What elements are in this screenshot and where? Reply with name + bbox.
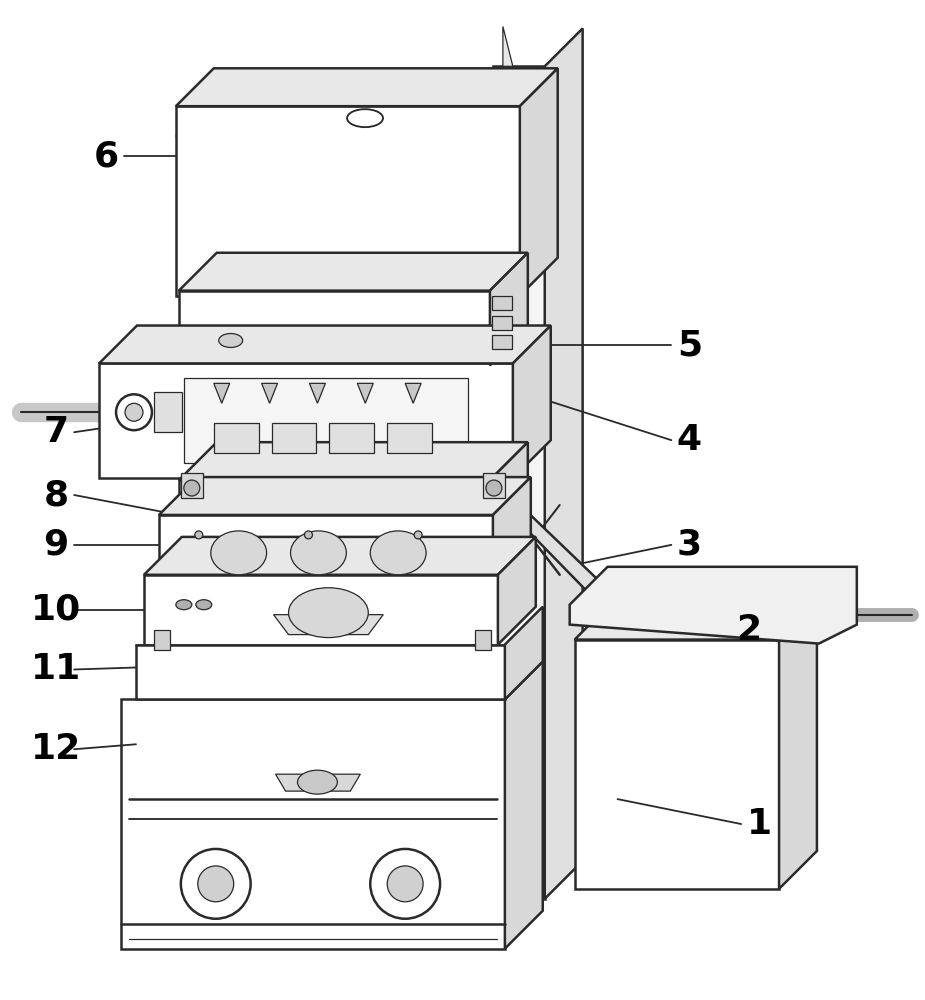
Text: 11: 11	[31, 652, 81, 686]
Polygon shape	[498, 537, 536, 645]
Polygon shape	[490, 442, 528, 515]
Circle shape	[184, 480, 200, 496]
Text: 9: 9	[43, 528, 68, 562]
Polygon shape	[276, 774, 361, 791]
Polygon shape	[179, 291, 490, 365]
Polygon shape	[179, 442, 528, 480]
Polygon shape	[176, 106, 520, 296]
Text: 1: 1	[746, 807, 771, 841]
Polygon shape	[574, 602, 817, 640]
Text: 2: 2	[736, 613, 761, 647]
Polygon shape	[388, 423, 432, 453]
Polygon shape	[405, 383, 421, 403]
Polygon shape	[99, 326, 550, 363]
Polygon shape	[512, 326, 550, 478]
Polygon shape	[262, 383, 278, 403]
Ellipse shape	[370, 531, 426, 575]
Ellipse shape	[176, 600, 191, 610]
Polygon shape	[503, 26, 512, 66]
Text: 6: 6	[93, 139, 118, 173]
Polygon shape	[505, 607, 543, 699]
Polygon shape	[492, 335, 512, 349]
Polygon shape	[154, 392, 182, 432]
Polygon shape	[570, 567, 857, 644]
Polygon shape	[159, 515, 493, 575]
Ellipse shape	[196, 600, 212, 610]
Circle shape	[195, 531, 203, 539]
Polygon shape	[357, 383, 374, 403]
Text: 5: 5	[677, 328, 702, 362]
Ellipse shape	[218, 334, 242, 347]
Polygon shape	[505, 662, 543, 949]
Polygon shape	[272, 423, 316, 453]
Polygon shape	[498, 500, 639, 625]
Polygon shape	[214, 383, 229, 403]
Polygon shape	[545, 28, 583, 899]
Text: 7: 7	[43, 415, 68, 449]
Polygon shape	[121, 699, 505, 949]
Circle shape	[370, 849, 440, 919]
Circle shape	[116, 394, 152, 430]
Polygon shape	[274, 615, 383, 635]
Circle shape	[486, 480, 502, 496]
Polygon shape	[475, 630, 491, 650]
Polygon shape	[492, 316, 512, 330]
Polygon shape	[179, 253, 528, 291]
Text: 3: 3	[677, 528, 702, 562]
Polygon shape	[144, 537, 536, 575]
Ellipse shape	[290, 531, 346, 575]
Polygon shape	[490, 253, 528, 365]
Ellipse shape	[211, 531, 266, 575]
Polygon shape	[184, 378, 468, 463]
Ellipse shape	[289, 588, 368, 638]
Polygon shape	[483, 473, 505, 498]
Circle shape	[388, 866, 423, 902]
Polygon shape	[574, 640, 779, 889]
Polygon shape	[329, 423, 375, 453]
Polygon shape	[179, 480, 490, 515]
Polygon shape	[154, 630, 170, 650]
Circle shape	[304, 531, 313, 539]
Polygon shape	[144, 575, 498, 645]
Ellipse shape	[347, 109, 383, 127]
Polygon shape	[136, 645, 505, 699]
Polygon shape	[310, 383, 326, 403]
Polygon shape	[520, 68, 558, 296]
Circle shape	[198, 866, 234, 902]
Polygon shape	[492, 296, 512, 310]
Text: 8: 8	[43, 478, 68, 512]
Polygon shape	[779, 602, 817, 889]
Ellipse shape	[298, 770, 338, 794]
Polygon shape	[176, 68, 558, 106]
Circle shape	[181, 849, 251, 919]
Polygon shape	[493, 66, 545, 899]
Circle shape	[125, 403, 143, 421]
Polygon shape	[493, 477, 531, 575]
Polygon shape	[214, 423, 259, 453]
Polygon shape	[99, 363, 512, 478]
Text: 10: 10	[31, 593, 81, 627]
Polygon shape	[181, 473, 203, 498]
Polygon shape	[159, 477, 531, 515]
Text: 12: 12	[31, 732, 81, 766]
Circle shape	[414, 531, 422, 539]
Text: 4: 4	[677, 423, 702, 457]
